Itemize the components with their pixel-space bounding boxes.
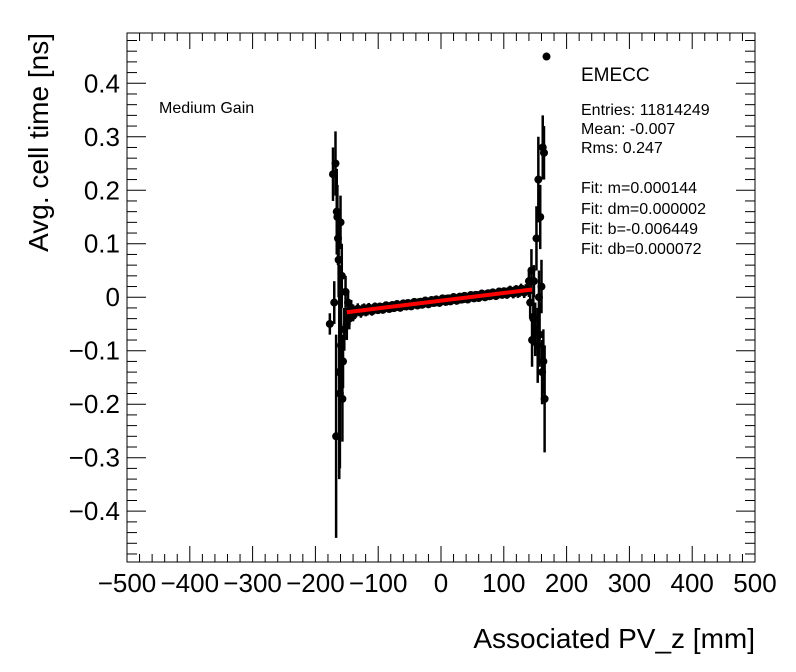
stats-mean: Mean: -0.007 — [581, 121, 675, 138]
data-point — [539, 357, 548, 366]
stats-title: EMECC — [581, 65, 650, 86]
data-point — [536, 213, 545, 221]
data-point — [337, 271, 346, 280]
y-tick-label: 0.1 — [84, 229, 120, 259]
data-point — [537, 282, 546, 291]
x-tick-label: 500 — [733, 568, 776, 598]
stats-entries: Entries: 11814249 — [581, 102, 710, 119]
data-point — [534, 175, 543, 184]
x-tick-label: −400 — [161, 568, 220, 598]
x-axis-title: Associated PV_z [mm] — [473, 623, 755, 654]
stats-fit-dm: Fit: dm=0.000002 — [581, 201, 706, 218]
data-point — [540, 394, 549, 403]
data-points — [325, 52, 551, 538]
x-tick-label: −100 — [349, 568, 408, 598]
y-tick-label: −0.3 — [69, 443, 120, 473]
x-tick-label: −500 — [98, 568, 157, 598]
annotation-medium-gain: Medium Gain — [159, 100, 254, 117]
data-point — [542, 52, 551, 61]
stats-fit-b: Fit: b=-0.006449 — [581, 221, 698, 238]
y-tick-label: −0.4 — [69, 496, 120, 526]
y-axis-title: Avg. cell time [ns] — [23, 33, 54, 252]
x-tick-label: −300 — [223, 568, 282, 598]
y-tick-label: 0.3 — [84, 122, 120, 152]
stats-box: EMECC Entries: 11814249 Mean: -0.007 Rms… — [581, 65, 710, 258]
stats-fit-db: Fit: db=0.000072 — [581, 241, 702, 258]
x-tick-label: 300 — [608, 568, 651, 598]
y-tick-label: 0 — [106, 282, 120, 312]
x-tick-label: −200 — [286, 568, 345, 598]
data-point — [529, 277, 538, 286]
y-tick-label: −0.2 — [69, 389, 120, 419]
data-point — [349, 311, 358, 320]
data-point — [339, 357, 348, 366]
data-point — [336, 218, 345, 227]
x-tick-label: 200 — [545, 568, 588, 598]
data-point — [325, 319, 334, 328]
x-tick-label: 100 — [482, 568, 525, 598]
x-tick-labels: −500 −400 −300 −200 −100 0 100 200 300 400 500 — [98, 568, 777, 598]
data-point — [535, 330, 544, 339]
y-tick-label: −0.1 — [69, 336, 120, 366]
data-point — [539, 148, 548, 157]
data-point — [330, 298, 339, 307]
fit-line — [346, 287, 533, 315]
data-point — [331, 159, 340, 168]
x-tick-label: 0 — [434, 568, 448, 598]
x-tick-label: 400 — [671, 568, 714, 598]
y-tick-labels: 0.4 0.3 0.2 0.1 0 −0.1 −0.2 −0.3 −0.4 — [69, 68, 120, 526]
y-tick-label: 0.2 — [84, 175, 120, 205]
y-tick-label: 0.4 — [84, 68, 120, 98]
data-point — [532, 234, 541, 243]
data-point — [338, 394, 347, 403]
stats-fit-m: Fit: m=0.000144 — [581, 180, 697, 197]
axis-ticks — [126, 33, 756, 562]
stats-rms: Rms: 0.247 — [581, 140, 663, 157]
